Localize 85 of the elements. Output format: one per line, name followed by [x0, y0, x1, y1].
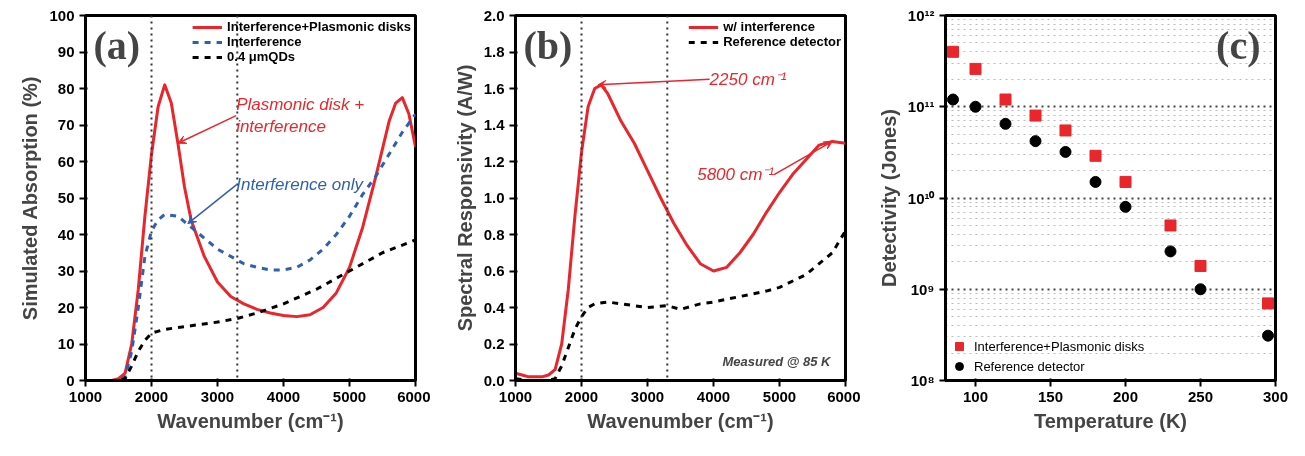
point [1059, 124, 1072, 137]
y-tick-label: 0.6 [483, 262, 505, 279]
point [947, 45, 959, 58]
y-tick-label: 10¹² [907, 7, 935, 24]
annotation: Measured @ 85 K [722, 353, 833, 369]
x-tick-label: 1000 [68, 387, 103, 405]
y-tick-label: 60 [57, 152, 75, 170]
y-tick-label: 90 [57, 43, 75, 60]
y-tick-label: 10¹⁰ [907, 189, 936, 207]
point [999, 93, 1012, 106]
x-tick-label: 5000 [332, 387, 367, 405]
legend-label: Interference+Plasmonic disks [227, 19, 411, 34]
y-tick-label: 40 [57, 225, 75, 243]
y-tick-label: 1.2 [483, 152, 505, 170]
y-tick-label: 0.4 [483, 298, 506, 316]
x-tick-label: 200 [1112, 387, 1139, 405]
point [1029, 135, 1042, 148]
point [999, 117, 1012, 130]
y-tick-label: 30 [57, 262, 75, 279]
point [1089, 149, 1102, 162]
y-tick-label: 2.0 [483, 6, 505, 24]
x-tick-label: 3000 [200, 387, 235, 405]
point [1262, 329, 1274, 342]
point [1194, 259, 1207, 272]
y-tick-label: 10 [57, 335, 75, 352]
y-tick-label: 80 [57, 79, 75, 97]
point [947, 93, 959, 106]
y-tick-label: 1.0 [483, 189, 505, 206]
point [1119, 200, 1132, 213]
x-tick-label: 250 [1187, 387, 1214, 405]
y-tick-label: 10¹¹ [907, 98, 935, 116]
x-axis-title: Wavenumber (cm⁻¹) [587, 409, 774, 432]
legend-label: Reference detector [723, 34, 841, 49]
y-tick-label: 0 [66, 371, 75, 389]
point [1194, 283, 1207, 296]
legend-label: w/ interference [723, 19, 815, 34]
y-tick-label: 0.2 [483, 335, 505, 352]
x-tick-label: 2000 [134, 387, 169, 405]
y-tick-label: 0.0 [483, 371, 505, 389]
point [969, 100, 982, 113]
point [1262, 297, 1274, 310]
annotation: Plasmonic disk + interference [236, 94, 365, 137]
x-axis-title: Temperature (K) [1034, 409, 1188, 432]
y-tick-label: 0.8 [483, 225, 505, 243]
legend-label: 0.4 μmQDs [227, 49, 296, 64]
annotation: (b) [523, 22, 573, 68]
point [1059, 145, 1072, 158]
x-tick-label: 150 [1037, 387, 1064, 405]
x-tick-label: 5000 [762, 387, 797, 405]
legend-label: Reference detector [974, 357, 1085, 376]
x-tick-label: 4000 [266, 387, 301, 405]
y-tick-label: 100 [49, 6, 75, 24]
y-axis-title: Detectivity (Jones) [877, 109, 900, 287]
y-tick-label: 50 [57, 189, 75, 206]
y-tick-label: 1.8 [483, 43, 505, 60]
x-tick-label: 300 [1262, 387, 1289, 405]
point [1164, 219, 1177, 232]
annotation: 5800 cm⁻¹ [697, 165, 775, 185]
point [1164, 245, 1177, 258]
y-tick-label: 70 [57, 116, 75, 133]
legend-label: Interference [227, 34, 302, 49]
y-axis-title: Spectral Responsivity (A/W) [453, 64, 476, 332]
y-axis-title: Simulated Absorption (%) [19, 76, 42, 321]
point [1089, 175, 1102, 188]
x-tick-label: 1000 [498, 387, 533, 405]
legend-label: Interference+Plasmonic disks [974, 337, 1145, 356]
x-tick-label: 4000 [696, 387, 731, 405]
y-tick-label: 1.6 [483, 79, 505, 97]
annotation: (a) [93, 22, 141, 68]
point [1029, 109, 1042, 122]
y-tick-label: 10⁸ [910, 372, 935, 389]
x-tick-label: 6000 [827, 387, 861, 405]
annotation: (c) [1216, 22, 1261, 68]
y-tick-label: 1.4 [483, 116, 506, 133]
point [1119, 175, 1132, 188]
x-tick-label: 100 [962, 387, 989, 405]
y-tick-label: 20 [57, 298, 75, 316]
point [969, 62, 982, 75]
y-tick-label: 10⁹ [910, 280, 935, 298]
annotation: 2250 cm⁻¹ [708, 69, 787, 89]
x-tick-label: 3000 [630, 387, 665, 405]
x-axis-title: Wavenumber (cm⁻¹) [157, 409, 344, 432]
x-tick-label: 6000 [397, 387, 431, 405]
annotation: Interference only [236, 175, 365, 195]
x-tick-label: 2000 [564, 387, 599, 405]
